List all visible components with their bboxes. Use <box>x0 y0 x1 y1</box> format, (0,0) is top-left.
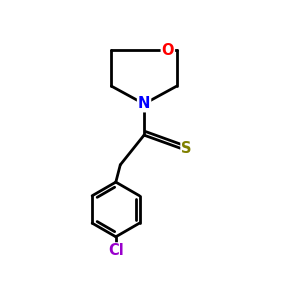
Text: O: O <box>162 43 174 58</box>
Text: Cl: Cl <box>108 243 124 258</box>
Text: N: N <box>138 96 150 111</box>
Text: S: S <box>181 141 192 156</box>
